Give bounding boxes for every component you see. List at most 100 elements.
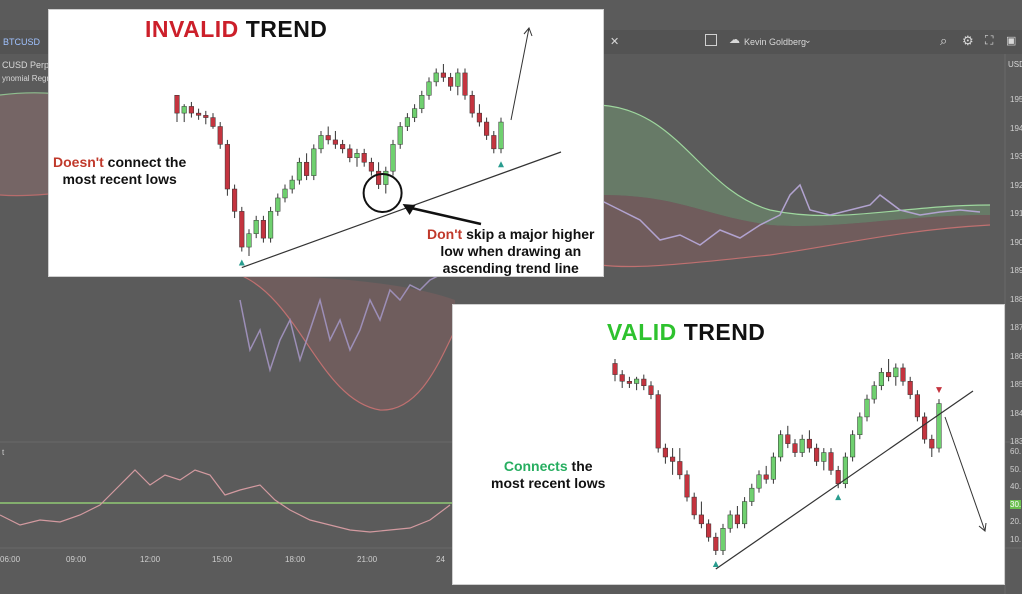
invalid-candle [361, 153, 367, 163]
invalid-candle [448, 77, 454, 87]
invalid-candle [440, 72, 446, 78]
invalid-candle [196, 112, 202, 116]
trend-word-valid: TREND [683, 319, 766, 345]
price-tick-label: 190 [1010, 237, 1022, 247]
valid-candle [850, 434, 856, 458]
trend-word: TREND [245, 16, 328, 42]
price-tick-label: 186 [1010, 351, 1022, 361]
time-tick-label: 18:00 [285, 555, 306, 564]
valid-word: VALID [607, 319, 677, 345]
invalid-pivot-marker [238, 259, 245, 266]
invalid-candle [268, 211, 274, 239]
symbol-tab[interactable]: BTCUSD [3, 37, 41, 47]
price-tick-label: 192 [1010, 180, 1022, 190]
oscillator-tick-label: 40. [1010, 482, 1022, 491]
invalid-candle [383, 170, 389, 185]
invalid-pivot-marker [498, 161, 504, 168]
valid-note-rest: the [567, 458, 593, 474]
price-tick-label: 184 [1010, 408, 1022, 418]
invalid-candle [239, 211, 245, 248]
valid-pivot-marker [835, 494, 842, 501]
invalid-note-1-red: Doesn't [53, 154, 104, 170]
oscillator-tick-label: 50. [1010, 464, 1022, 474]
camera-icon[interactable]: ▣ [1006, 35, 1017, 47]
invalid-candle [210, 117, 216, 127]
valid-candle [634, 378, 640, 384]
invalid-note-2-rest: skip a major higher [462, 226, 595, 242]
invalid-candle [347, 148, 353, 159]
pointer-arrow [406, 205, 482, 226]
invalid-candle [332, 139, 338, 145]
time-tick-label: 09:00 [66, 555, 87, 564]
valid-candle [662, 447, 668, 458]
valid-candle [691, 496, 697, 516]
time-tick-label: 06:00 [0, 555, 21, 564]
valid-note: Connects the most recent lows [491, 458, 605, 492]
price-tick-label: 188 [1010, 294, 1022, 304]
oscillator-tick-label: 60. [1010, 447, 1022, 456]
valid-candle [626, 381, 632, 384]
valid-candle [763, 474, 769, 480]
invalid-candle [217, 126, 223, 145]
chevron-down-icon[interactable]: ⌄ [804, 35, 812, 45]
invalid-candle [232, 188, 238, 212]
invalid-note-2-red: Don't [427, 226, 463, 242]
valid-pivot-marker [712, 561, 719, 567]
valid-note-green: Connects [503, 458, 568, 474]
indicator-name: ynomial Regres [2, 74, 58, 83]
price-tick-label: 195 [1010, 95, 1022, 104]
time-tick-label: 15:00 [212, 555, 233, 564]
invalid-candle [354, 153, 360, 159]
invalid-candle [433, 72, 439, 83]
skipped-low-circle [362, 173, 403, 214]
invalid-candle [412, 108, 418, 118]
close-icon[interactable]: ✕ [610, 36, 620, 48]
valid-trend-title: VALID TREND [607, 319, 765, 346]
invalid-candle [469, 95, 475, 114]
valid-candle [698, 514, 704, 525]
valid-candle [677, 461, 683, 476]
invalid-word: INVALID [145, 16, 239, 42]
invalid-candle [246, 233, 252, 248]
price-tick-label: 189 [1010, 266, 1022, 275]
valid-candle [886, 372, 892, 378]
invalid-trend-title: INVALID TREND [145, 16, 327, 43]
valid-candle [720, 528, 726, 551]
valid-trend-panel: VALID TREND Connects the most recent low… [452, 304, 1005, 585]
oscillator-title: t [2, 448, 5, 457]
valid-candle [864, 398, 870, 418]
invalid-candle [498, 121, 504, 150]
valid-candle [842, 456, 848, 484]
breakout-arrow-head [523, 27, 533, 37]
invalid-note-1-rest: connect the [103, 154, 187, 170]
oscillator-tick-label: 30. [1010, 499, 1022, 509]
fullscreen-icon[interactable]: ⛶ [985, 33, 994, 47]
invalid-candle [397, 126, 403, 145]
breakdown-arrow [944, 416, 986, 532]
invalid-candle [368, 161, 374, 172]
valid-candle [727, 514, 733, 529]
pair-title: CUSD Perpe [2, 60, 55, 70]
invalid-candle [476, 112, 482, 123]
valid-candle [742, 501, 748, 525]
invalid-note-2-line3: ascending trend line [442, 260, 579, 276]
pointer-arrow-head [402, 204, 416, 216]
invalid-candle [311, 148, 317, 176]
valid-candle [821, 452, 827, 462]
invalid-trend-line [241, 151, 562, 269]
time-tick-label: 12:00 [140, 555, 161, 564]
invalid-candle [304, 161, 310, 176]
layout-icon[interactable] [705, 34, 717, 46]
breakdown-arrow-head [978, 522, 987, 532]
valid-candle [900, 367, 906, 382]
invalid-candle [224, 144, 230, 190]
invalid-candle [260, 220, 266, 239]
gear-icon[interactable]: ⚙ [962, 33, 974, 48]
user-name[interactable]: Kevin Goldberg [744, 37, 807, 47]
valid-candle [936, 403, 942, 449]
valid-candle [756, 474, 762, 489]
invalid-candle [318, 135, 324, 150]
invalid-candle [289, 179, 295, 190]
search-icon[interactable]: ⌕ [940, 33, 948, 48]
invalid-candle [426, 81, 432, 96]
